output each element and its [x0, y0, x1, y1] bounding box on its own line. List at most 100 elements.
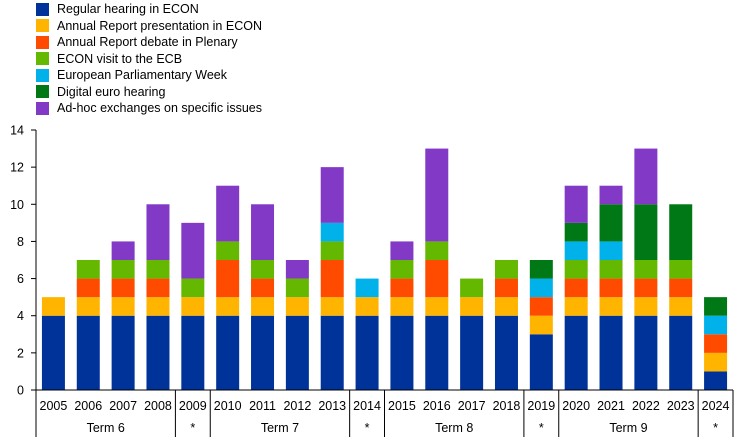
x-tick-label: 2010	[214, 399, 242, 413]
legend-swatch	[36, 52, 49, 66]
bar-segment	[111, 260, 135, 279]
bar-segment	[251, 204, 275, 260]
bar-segment	[669, 278, 693, 298]
bar-segment	[181, 297, 205, 316]
legend-item-ad-hoc: Ad-hoc exchanges on specific issues	[36, 100, 262, 117]
bar-segment	[704, 334, 728, 353]
x-tick-label: 2023	[667, 399, 695, 413]
bar-segment	[599, 241, 623, 260]
bar-segment	[216, 297, 240, 316]
bar-segment	[529, 315, 553, 335]
x-tick-label: 2020	[562, 399, 590, 413]
bar-segment	[320, 315, 344, 390]
legend-item-econ-visit: ECON visit to the ECB	[36, 51, 262, 68]
bar-segment	[111, 241, 135, 260]
bar-segment	[425, 297, 449, 316]
y-tick-label: 10	[10, 198, 24, 212]
bar-segment	[216, 241, 240, 260]
bar-segment	[146, 278, 170, 298]
y-tick-label: 8	[17, 235, 24, 249]
group-label: *	[365, 421, 370, 435]
bar-segment	[285, 315, 309, 390]
bar-segment	[111, 278, 135, 298]
bar-segment	[564, 297, 588, 316]
bar-segment	[320, 222, 344, 242]
bar-segment	[529, 297, 553, 316]
x-tick-label: 2006	[74, 399, 102, 413]
x-tick-label: 2005	[40, 399, 68, 413]
bar-segment	[251, 297, 275, 316]
x-tick-label: 2017	[458, 399, 486, 413]
bar-segment	[285, 260, 309, 279]
bar-segment	[564, 241, 588, 260]
bar-segment	[390, 315, 414, 390]
y-tick-label: 2	[17, 346, 24, 360]
bar-segment	[425, 315, 449, 390]
bar-segment	[599, 297, 623, 316]
bar-segment	[529, 334, 553, 390]
legend-item-regular-hearing: Regular hearing in ECON	[36, 1, 262, 18]
bar-segment	[425, 241, 449, 260]
bar-segment	[76, 315, 100, 390]
bar-segment	[146, 260, 170, 279]
x-tick-label: 2022	[632, 399, 660, 413]
bar-segment	[251, 260, 275, 279]
bar-segment	[599, 278, 623, 298]
bar-segment	[390, 241, 414, 260]
bar-segment	[634, 260, 658, 279]
x-tick-label: 2015	[388, 399, 416, 413]
x-tick-label: 2014	[353, 399, 381, 413]
x-tick-label: 2024	[702, 399, 730, 413]
bar-segment	[634, 297, 658, 316]
x-tick-label: 2012	[283, 399, 311, 413]
legend-swatch	[36, 68, 49, 82]
bar-segment	[355, 297, 379, 316]
bar-segment	[76, 260, 100, 279]
bar-segment	[564, 315, 588, 390]
bar-segment	[564, 185, 588, 223]
x-tick-label: 2008	[144, 399, 172, 413]
bar-segment	[355, 278, 379, 298]
bar-segment	[634, 148, 658, 205]
bar-segment	[181, 278, 205, 298]
bar-segment	[634, 204, 658, 260]
bar-segment	[564, 278, 588, 298]
x-tick-label: 2013	[318, 399, 346, 413]
legend-swatch	[36, 85, 49, 99]
bar-segment	[669, 204, 693, 260]
y-tick-label: 0	[17, 384, 24, 398]
group-label: Term 9	[609, 421, 647, 435]
y-tick-label: 6	[17, 272, 24, 286]
legend-swatch	[36, 2, 49, 16]
bar-segment	[704, 315, 728, 335]
bar-segment	[704, 371, 728, 390]
x-tick-label: 2009	[179, 399, 207, 413]
bar-segment	[320, 260, 344, 298]
legend-label: ECON visit to the ECB	[57, 51, 183, 66]
bar-segment	[146, 297, 170, 316]
bar-segment	[704, 352, 728, 372]
bar-segment	[181, 222, 205, 279]
bar-segment	[111, 297, 135, 316]
bar-segment	[320, 241, 344, 260]
bar-segment	[146, 315, 170, 390]
bar-segment	[634, 278, 658, 298]
legend-swatch	[36, 19, 49, 33]
bar-segment	[285, 278, 309, 298]
group-label: Term 6	[87, 421, 125, 435]
x-tick-label: 2011	[249, 399, 276, 413]
bar-segment	[564, 260, 588, 279]
bar-segment	[76, 297, 100, 316]
legend-swatch	[36, 35, 49, 49]
bar-segment	[181, 315, 205, 390]
legend-item-annual-report-presentation: Annual Report presentation in ECON	[36, 18, 262, 35]
bar-segment	[425, 260, 449, 298]
bar-segment	[390, 260, 414, 279]
legend-label: European Parliamentary Week	[57, 68, 227, 83]
x-tick-label: 2016	[423, 399, 451, 413]
bar-segment	[529, 260, 553, 279]
y-tick-label: 12	[10, 161, 24, 175]
bar-segment	[669, 260, 693, 279]
bar-segment	[599, 185, 623, 205]
bar-segment	[41, 297, 65, 316]
